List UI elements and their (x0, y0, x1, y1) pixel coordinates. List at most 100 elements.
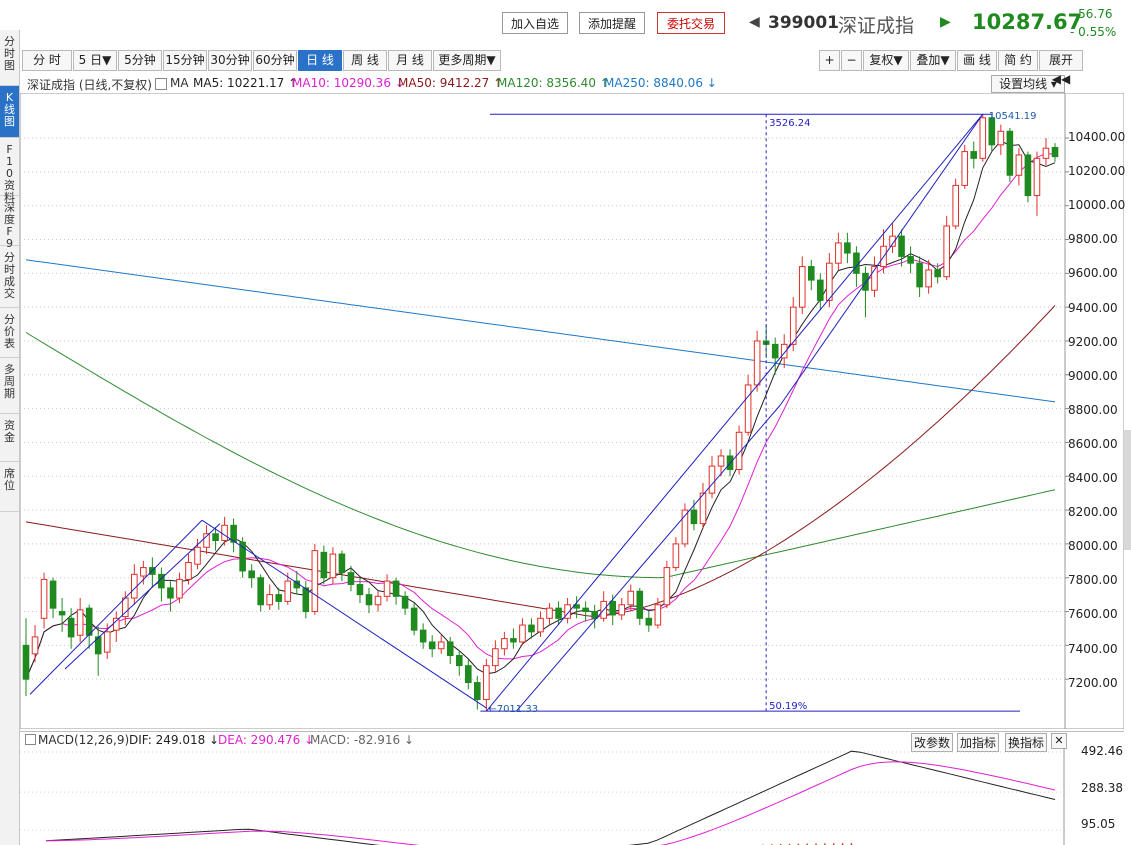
candle-up (374, 595, 382, 606)
candle-down (446, 641, 454, 657)
candle-up (979, 117, 987, 159)
trade-button[interactable]: 委托交易 (657, 12, 725, 34)
next-stock-arrow[interactable]: ▶ (940, 14, 951, 30)
candle-down (356, 583, 364, 596)
candle-up (112, 617, 120, 631)
trend-line-up (485, 113, 984, 712)
chart-tool-5[interactable]: 简 约 (998, 50, 1038, 71)
left-tab-label: 分价表 (4, 313, 15, 350)
candle-down (49, 580, 57, 609)
prev-stock-arrow[interactable]: ◀ (749, 14, 760, 30)
left-tab-8[interactable]: 席位 (0, 462, 19, 512)
period-tab-2[interactable]: 5分钟 (118, 50, 162, 71)
chart-tool-6[interactable]: 展开◀◀ (1039, 50, 1083, 86)
period-tab-6[interactable]: 日 线 (298, 50, 342, 71)
period-tab-4[interactable]: 30分钟 (208, 50, 252, 71)
left-tab-1[interactable]: K线图 (0, 86, 19, 138)
period-tab-7[interactable]: 周 线 (343, 50, 387, 71)
chart-tool-3[interactable]: 叠加▼ (910, 50, 956, 71)
candle-up (31, 636, 39, 655)
left-tab-2[interactable]: F10资料 (0, 138, 19, 204)
macd-checkbox[interactable] (25, 734, 36, 745)
candle-down (230, 524, 237, 543)
candle-down (365, 594, 373, 606)
left-tab-0[interactable]: 分时图 (0, 30, 19, 86)
candle-down (167, 587, 174, 599)
period-tab-1[interactable]: 5 日▼ (73, 50, 117, 71)
candle-up (492, 648, 499, 667)
candle-down (257, 577, 264, 606)
channel-line-e (779, 113, 984, 406)
chart-tool-1[interactable]: − (841, 50, 862, 71)
candle-down (1024, 154, 1032, 197)
left-tab-7[interactable]: 资金 (0, 414, 19, 462)
period-tab-8[interactable]: 月 线 (388, 50, 432, 71)
add-indicator-button[interactable]: 加指标 (957, 733, 1000, 752)
switch-indicator-button[interactable]: 换指标 (1005, 733, 1048, 752)
candle-up (1042, 147, 1050, 159)
macd-tick-label: 492.46 (1081, 744, 1123, 758)
candle-down (419, 629, 427, 643)
candle-up (546, 607, 553, 619)
close-indicator-button[interactable]: ✕ (1051, 733, 1067, 749)
candle-up (708, 465, 716, 494)
left-tab-5[interactable]: 分价表 (0, 308, 19, 358)
price-tick-label: 9400.00 (1068, 300, 1118, 315)
panel-divider (20, 731, 1124, 732)
candle-up (654, 604, 662, 626)
candle-down (22, 644, 30, 680)
add-watchlist-button[interactable]: 加入自选 (502, 12, 568, 34)
candle-down (212, 533, 219, 542)
candle-down (67, 617, 75, 638)
candle-down (970, 151, 978, 159)
period-tab-0[interactable]: 分 时 (22, 50, 72, 71)
candle-up (483, 665, 490, 700)
left-tab-3[interactable]: 深度F9 (0, 196, 19, 250)
macd-chart (20, 748, 1065, 845)
kline-chart[interactable]: 3526.24 10541.19 ←7011.33 50.19% (20, 93, 1124, 729)
candle-up (672, 543, 680, 569)
dea-line (45, 761, 1056, 845)
candle-up (663, 567, 671, 606)
chart-tool-4[interactable]: 画 线 (957, 50, 997, 71)
candle-down (347, 572, 355, 585)
candle-down (582, 607, 589, 613)
add-alert-button[interactable]: 添加提醒 (579, 12, 645, 34)
candle-up (185, 562, 192, 580)
chart-tool-0[interactable]: + (819, 50, 840, 71)
candle-down (1006, 130, 1014, 176)
candle-up (564, 604, 571, 619)
ma5-value: MA5: 10221.17 ↑ (193, 76, 299, 90)
change-params-button[interactable]: 改参数 (911, 733, 954, 752)
candle-up (627, 590, 635, 606)
period-tab-5[interactable]: 60分钟 (253, 50, 297, 71)
left-tab-4[interactable]: 分时成交 (0, 246, 19, 308)
left-tab-6[interactable]: 多周期 (0, 358, 19, 414)
candle-up (176, 578, 183, 599)
candle-up (871, 266, 878, 291)
ma-checkbox[interactable] (155, 78, 167, 90)
candle-up (952, 184, 960, 227)
left-tab-label: 资金 (4, 419, 15, 444)
candle-up (961, 151, 969, 186)
chart-frame (20, 93, 1124, 729)
price-tick-label: 8200.00 (1068, 505, 1118, 520)
candle-down (690, 509, 698, 525)
macd-dif: DIF: 249.018 ↓ (129, 733, 220, 747)
channel-line-c (64, 523, 221, 670)
ma-label: MA (170, 76, 189, 90)
chart-tool-2[interactable]: 复权▼ (863, 50, 909, 71)
stock-name: 深证成指 (838, 15, 915, 37)
candle-down (898, 235, 905, 257)
candle-up (284, 580, 292, 602)
left-tab-label: 多周期 (4, 363, 15, 400)
scrollbar-thumb[interactable] (1124, 430, 1131, 550)
high-annotation: 10541.19 (989, 111, 1037, 122)
candle-down (410, 607, 418, 631)
candle-up (699, 492, 707, 525)
channel-line-d (515, 404, 781, 712)
period-tab-3[interactable]: 15分钟 (163, 50, 207, 71)
period-tab-9[interactable]: 更多周期▼ (433, 50, 501, 71)
candle-up (194, 546, 201, 565)
low-annotation: ←7011.33 (488, 704, 538, 715)
